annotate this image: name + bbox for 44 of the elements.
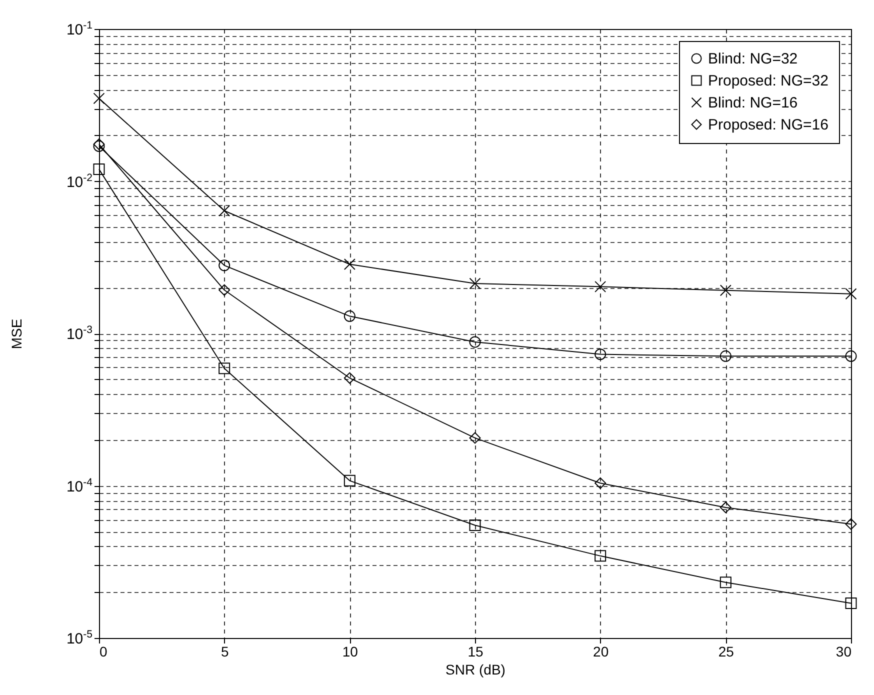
point	[218, 362, 230, 374]
y-tick-label: 10$^{-5}$	[66, 628, 93, 648]
point	[344, 474, 356, 486]
y-tick-label: 10$^{-1}$	[66, 20, 93, 38]
point	[344, 372, 356, 384]
x-tick-label: 5	[220, 644, 229, 660]
point	[469, 432, 481, 444]
x-tick-label: 25	[718, 644, 734, 660]
legend-label: Proposed: NG=32	[708, 72, 828, 90]
point	[845, 518, 857, 530]
legend-label: Blind: NG=32	[708, 50, 798, 68]
point	[594, 348, 606, 360]
point	[469, 278, 481, 290]
legend-label: Proposed: NG=16	[708, 116, 828, 134]
point	[93, 163, 105, 175]
x-tick-label: 20	[593, 644, 609, 660]
point	[93, 92, 105, 104]
y-tick-label: 10$^{-2}$	[66, 172, 93, 191]
point	[218, 260, 230, 272]
x-tick-label: 0	[100, 644, 108, 660]
point	[344, 310, 356, 322]
point	[845, 288, 857, 300]
point	[720, 502, 732, 514]
point	[218, 284, 230, 296]
legend-label: Blind: NG=16	[708, 94, 798, 112]
point	[720, 350, 732, 362]
x-tick-label: 30	[836, 644, 852, 660]
point	[469, 336, 481, 348]
y-axis-title: MSE	[8, 318, 25, 350]
x-tick-label: 15	[468, 644, 484, 660]
point	[720, 284, 732, 296]
y-tick-label: 10$^{-3}$	[66, 324, 93, 343]
x-tick-label: 10	[342, 644, 358, 660]
point	[218, 205, 230, 217]
point	[720, 576, 732, 588]
point	[845, 350, 857, 362]
point	[594, 280, 606, 292]
point	[344, 258, 356, 270]
point	[594, 477, 606, 489]
point	[469, 520, 481, 532]
y-tick-label: 10$^{-4}$	[66, 476, 93, 496]
point	[845, 598, 857, 610]
x-axis-title: SNR (dB)	[446, 662, 506, 678]
point	[594, 550, 606, 562]
